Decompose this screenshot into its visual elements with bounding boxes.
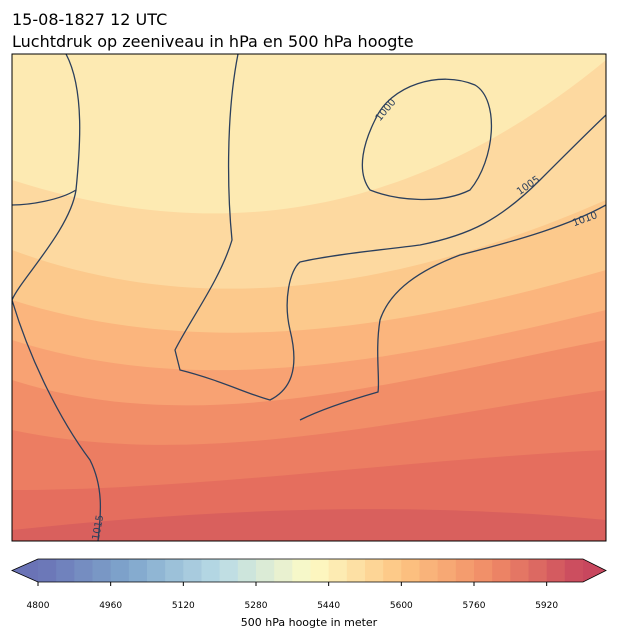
colorbar-cell [165,559,184,582]
colorbar-cell [310,559,330,582]
colorbar-cell [437,559,457,582]
colorbar-extend-low [12,559,38,582]
colorbar-cell [92,559,112,582]
colorbar-tick-label: 5440 [317,601,340,611]
colorbar-tick-label: 5120 [172,601,195,611]
colorbar-outline [11,558,607,583]
colorbar-cell [183,559,202,582]
colorbar-tick-label: 4800 [27,601,50,611]
colorbar-cell [401,559,420,582]
date-title: 15-08-1827 12 UTC [12,10,167,29]
colorbar-cell [510,559,529,582]
map-frame [11,53,607,542]
isobar [361,78,492,201]
colorbar-cell [274,559,293,582]
colorbar-cell [38,559,57,582]
colorbar-cell [147,559,166,582]
colorbar-tick-label: 5920 [535,601,558,611]
colorbar-cell [328,559,348,582]
colorbar-tick-label: 4960 [99,601,122,611]
colorbar-extend-high [583,559,606,582]
isobar [174,54,606,401]
colorbar-label: 500 hPa hoogte in meter [241,616,378,629]
isobar [12,189,77,301]
colorbar-cell [419,559,439,582]
colorbar-tick-label: 5280 [245,601,268,611]
colorbar-cell [492,559,511,582]
colorbar-cell [546,559,566,582]
isobar [299,204,606,421]
colorbar-cell [256,559,275,582]
colorbar-cell [474,559,493,582]
colorbar-cell [564,559,584,582]
colorbar-cell [74,559,93,582]
colorbar-cell [56,559,75,582]
isobar [12,54,81,206]
map [12,54,606,541]
colorbar-cell [128,559,148,582]
colorbar-cell [383,559,402,582]
colorbar: 4800 4960 5120 5280 5440 5600 5760 5920 [11,558,607,611]
colorbar-cell [110,559,130,582]
colorbar-cell [201,559,221,582]
colorbar-cell [237,559,257,582]
contour-label: 1015 [91,514,106,541]
map-title: Luchtdruk op zeeniveau in hPa en 500 hPa… [12,32,414,51]
colorbar-cell [346,559,366,582]
colorbar-cell [365,559,384,582]
colorbar-cell [219,559,239,582]
colorbar-cell [528,559,548,582]
colorbar-tick-label: 5760 [463,601,486,611]
isobar [12,299,102,541]
colorbar-cell [292,559,311,582]
band [12,509,606,541]
colorbar-tick-label: 5600 [390,601,413,611]
colorbar-cell [455,559,475,582]
